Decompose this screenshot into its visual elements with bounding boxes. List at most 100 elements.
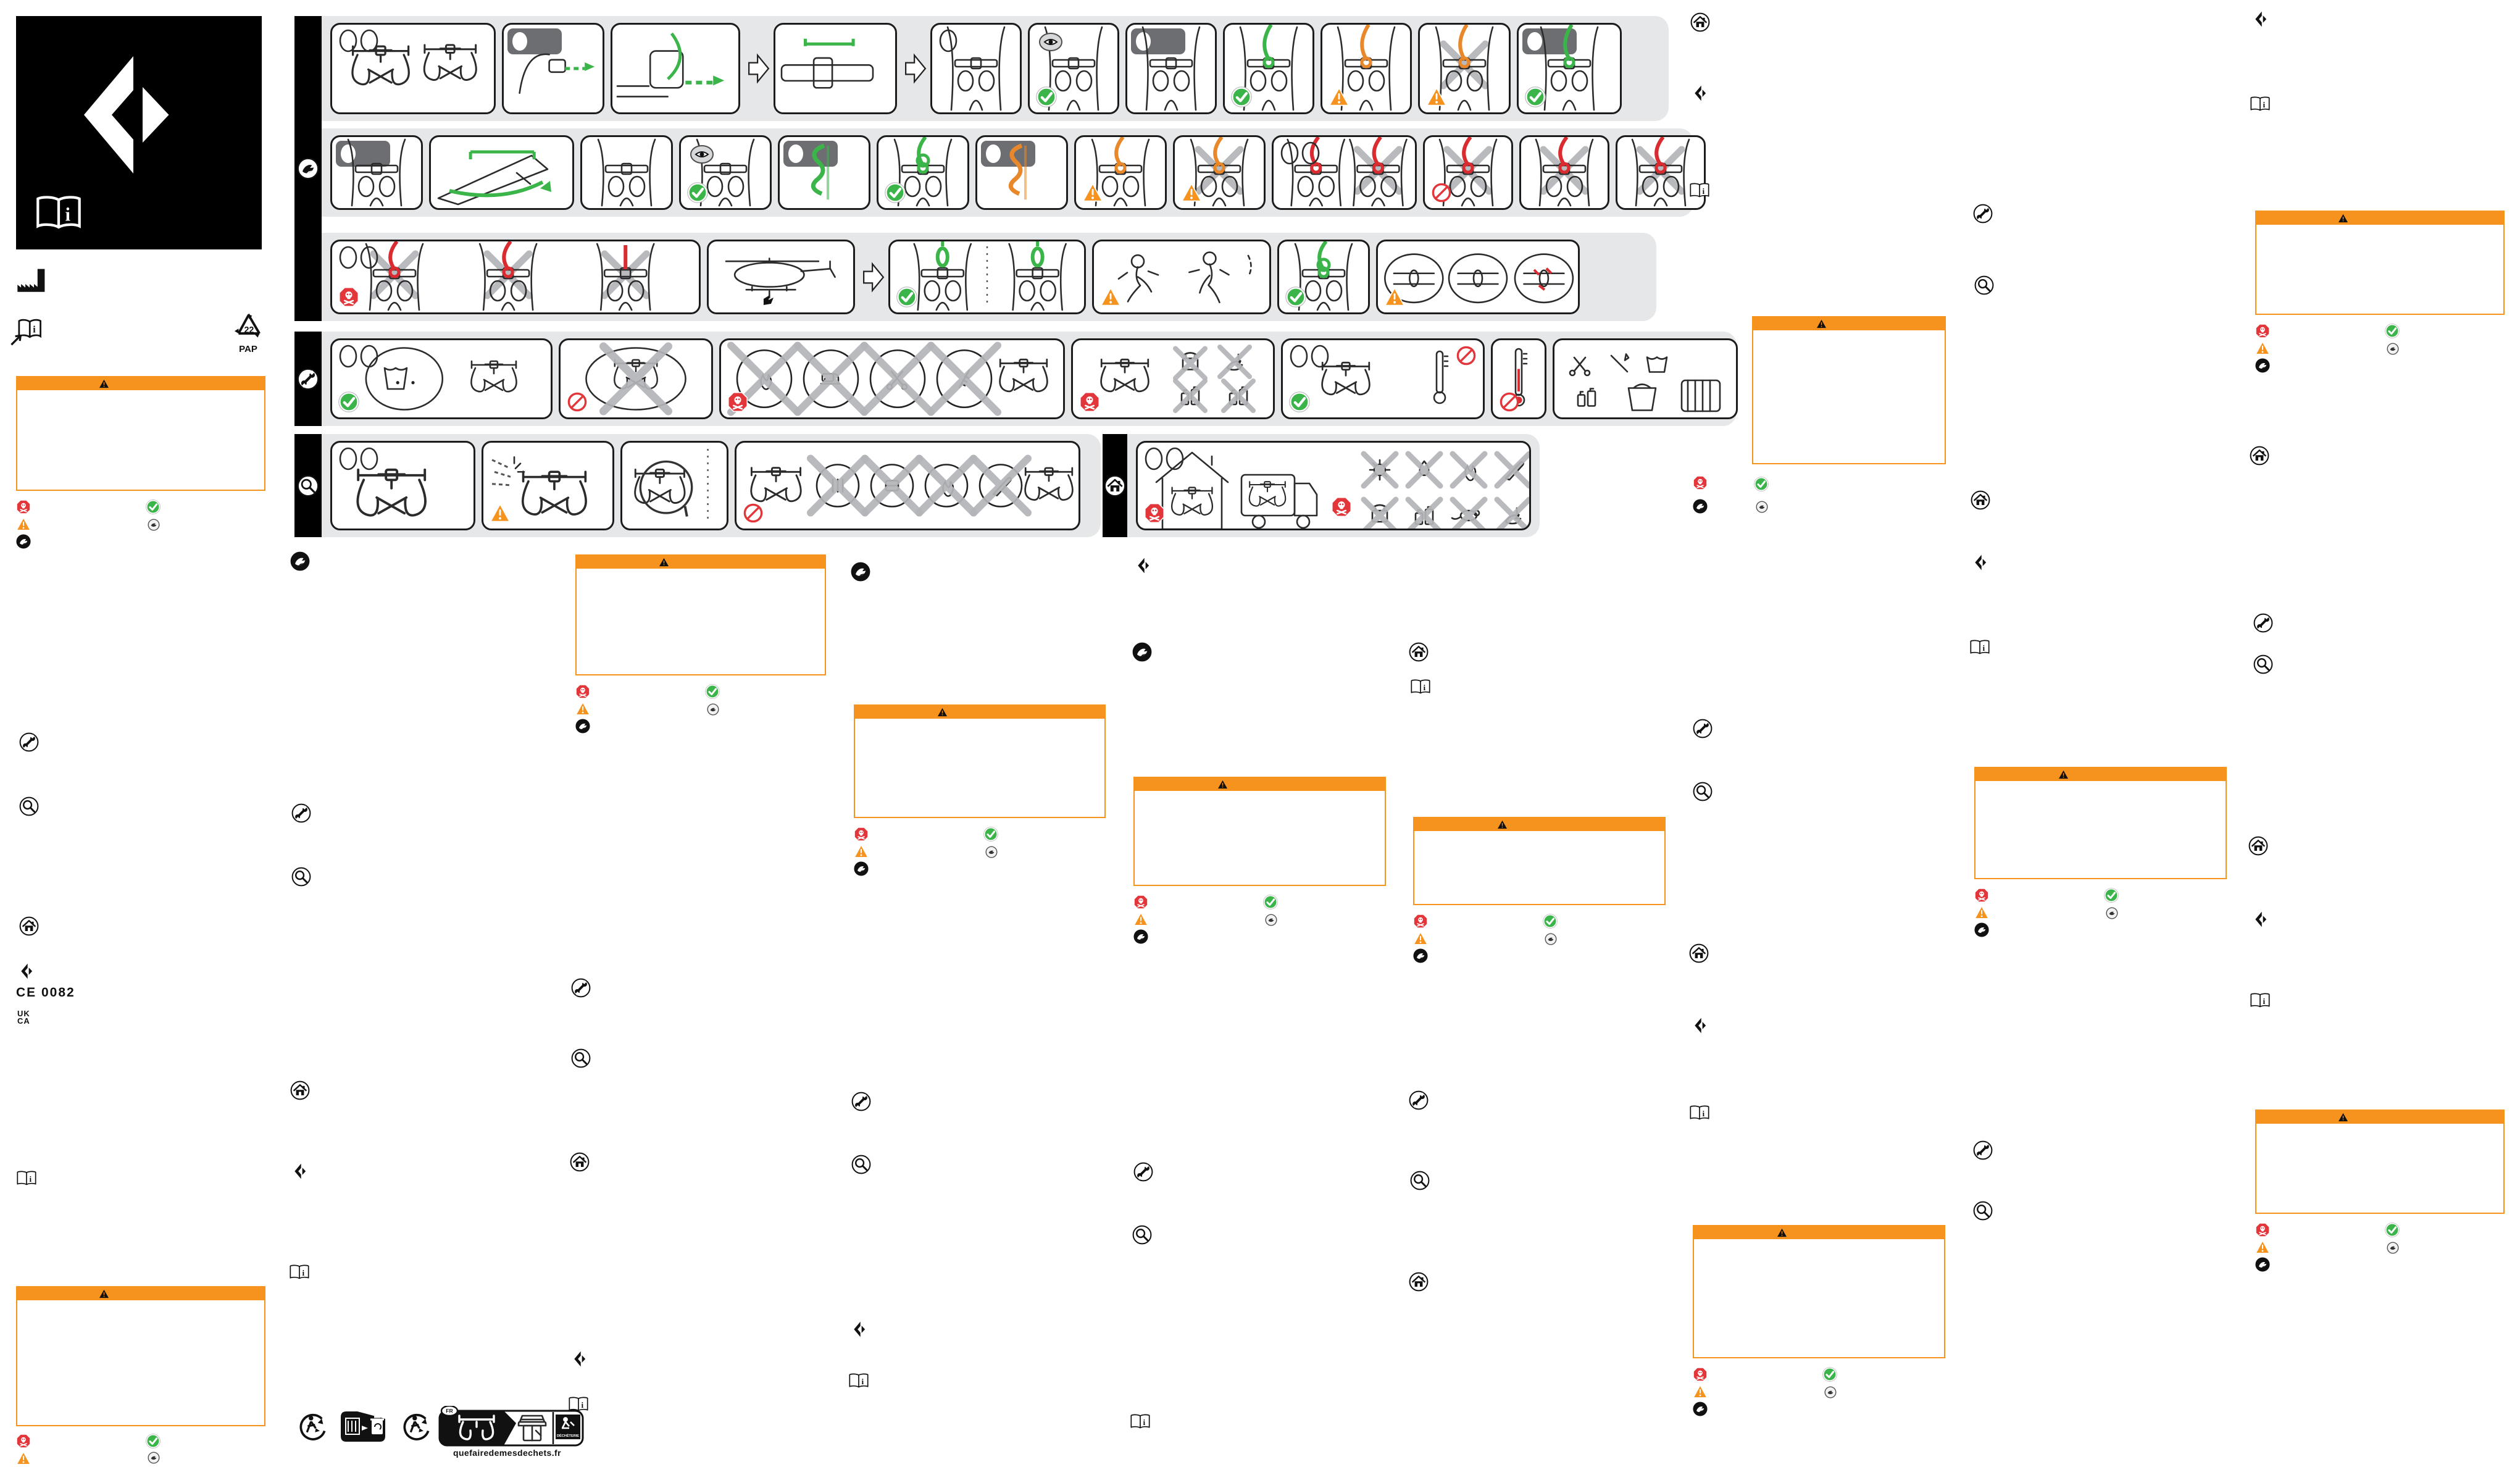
warning-header: [1976, 768, 2226, 781]
info-circle-icon: [1755, 500, 1769, 514]
pictogram-panel-person: [580, 135, 673, 210]
pictogram-row: [322, 128, 1706, 217]
warning-triangle-icon: [659, 558, 669, 567]
inspection-loupe-icon: [1693, 782, 1713, 801]
ok-check-icon: [2385, 1222, 2400, 1237]
warning-header: [1753, 317, 1945, 330]
no-modification-wrench-icon: [851, 1092, 871, 1111]
warning-box: [1752, 316, 1946, 464]
danger-skull-icon: [1693, 1367, 1708, 1382]
warning-box: [2255, 211, 2505, 315]
pictogram-panel-harness2: [330, 23, 496, 114]
pictogram-row: [322, 434, 1101, 537]
svg-text:i: i: [2263, 997, 2266, 1006]
hand-note-icon: [1132, 642, 1152, 662]
warning-triangle-icon: [1693, 1384, 1708, 1399]
warning-triangle-icon: [2058, 770, 2068, 779]
black-diamond-icon: [84, 56, 169, 173]
ok-check-icon: [1822, 1367, 1837, 1382]
inspection-loupe-icon: [1974, 275, 1994, 295]
pictogram-panel-wash: [330, 338, 553, 419]
ukca-mark: UK CA: [17, 1009, 30, 1025]
warning-triangle-icon: [2255, 1240, 2270, 1255]
warning-triangle-icon: [1133, 912, 1148, 927]
pictogram-panel-sparkle: [482, 441, 614, 530]
pictogram-panel-rig: [888, 240, 1086, 314]
ok-check-icon: [2104, 888, 2119, 903]
warning-triangle-icon: [99, 379, 109, 388]
no-modification-wrench-icon: [571, 978, 591, 998]
info-circle-icon: [706, 703, 720, 716]
storage-house-icon: [2248, 836, 2268, 856]
pictogram-panel-webbing: [429, 135, 574, 210]
warning-triangle-icon: [2339, 1113, 2348, 1122]
no-modification-wrench-icon: [19, 732, 39, 752]
pictogram-panel-jump: [1092, 240, 1271, 314]
read-manual-icon: i: [16, 1171, 37, 1186]
warning-box: [575, 554, 826, 675]
hand-note-icon: [1133, 929, 1148, 944]
inspection-loupe-icon: [1410, 1171, 1430, 1190]
info-circle-icon: [1264, 913, 1278, 927]
hand-note-icon: [290, 551, 310, 571]
triman-icon: [401, 1412, 431, 1442]
pictogram-panel-harnesseye: [330, 441, 475, 530]
pictogram-panel-persons3red: [330, 240, 701, 314]
danger-skull-icon: [16, 1434, 31, 1448]
storage-house-icon: [2250, 446, 2269, 466]
read-manual-icon: i: [1130, 1414, 1151, 1429]
pictogram-panel-chem: [1071, 338, 1275, 419]
warning-header: [577, 556, 825, 569]
no-modification-wrench-icon: [1973, 204, 1993, 224]
danger-skull-icon: [1974, 888, 1989, 903]
ok-check-icon: [705, 684, 720, 699]
ok-check-icon: [146, 499, 161, 514]
pictogram-panel-noharness: [559, 338, 713, 419]
danger-skull-icon: [2255, 1222, 2270, 1237]
storage-house-icon: [290, 1080, 310, 1100]
black-diamond-icon: [1694, 85, 1710, 101]
warning-triangle-icon: [1777, 1228, 1787, 1237]
pictogram-panel-prohibit: [719, 338, 1065, 419]
svg-text:i: i: [302, 1269, 305, 1277]
warning-box: [854, 704, 1106, 818]
read-manual-icon: i: [2250, 96, 2271, 112]
pictogram-panel-person-rope: [1519, 135, 1609, 210]
warning-triangle-icon: [1974, 905, 1989, 920]
warning-header: [1135, 778, 1385, 791]
pictogram-row: [1127, 434, 1540, 537]
pictogram-panel-helicopter: [707, 240, 855, 314]
svg-text:i: i: [1424, 683, 1426, 692]
hand-note-icon: [854, 861, 869, 876]
hand-note-icon: [16, 534, 31, 549]
pictogram-panel-persons2: [1272, 135, 1417, 210]
waste-info-url: quefairedemesdechets.fr: [453, 1448, 561, 1458]
pictogram-panel-person-rope: [1423, 135, 1513, 210]
pap-label: PAP: [239, 344, 257, 354]
pictogram-panel-person-rope: [1223, 23, 1314, 114]
black-diamond-icon: [2255, 11, 2271, 27]
no-modification-wrench-icon: [291, 803, 311, 823]
danger-skull-icon: [575, 684, 590, 699]
pictogram-panel-person-rope: [1517, 23, 1622, 114]
svg-text:DÉCHÈTERIE: DÉCHÈTERIE: [557, 1433, 579, 1438]
danger-skull-icon: [2255, 324, 2270, 338]
hand-note-icon: [1693, 499, 1708, 514]
ok-check-icon: [1263, 895, 1278, 909]
hand-note-icon: [1413, 948, 1428, 963]
warning-triangle-icon: [1817, 319, 1827, 328]
black-diamond-icon: [2255, 911, 2271, 927]
black-diamond-icon: [294, 1163, 310, 1179]
svg-text:i: i: [1983, 644, 1985, 653]
next-step-arrow-icon: [861, 260, 886, 295]
ok-check-icon: [983, 827, 998, 842]
no-modification-wrench-icon: [1133, 1162, 1153, 1182]
pictogram-panel-storage: [1136, 441, 1531, 530]
read-manual-icon: i: [848, 1373, 869, 1389]
pictogram-panel-loupedash: [620, 441, 728, 530]
section-tab-wrench: [294, 332, 322, 426]
no-modification-wrench-icon: [1409, 1090, 1429, 1110]
black-diamond-icon: [574, 1351, 590, 1367]
pictogram-row: [322, 332, 1738, 426]
